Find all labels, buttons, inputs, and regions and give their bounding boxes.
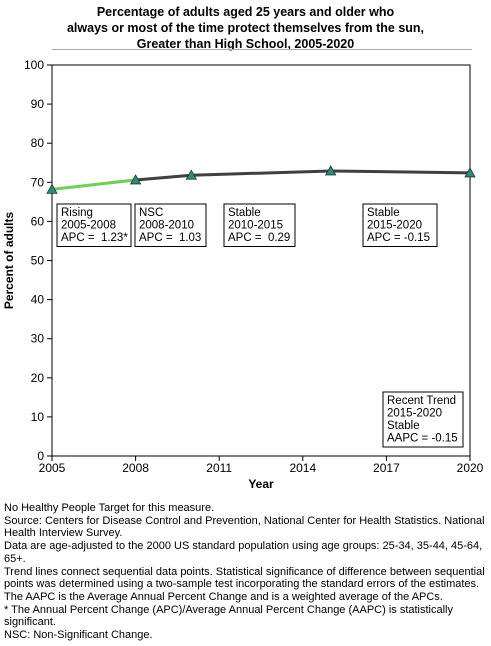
- recent-trend-annotation-line: 2015-2020: [387, 408, 442, 420]
- recent-trend-annotation-line: AAPC = -0.15: [387, 433, 458, 445]
- trend-segment: [189, 169, 333, 177]
- segment-annotation-line: 2005-2008: [61, 220, 116, 232]
- line-chart: 0 10 20 30 40 50 60 70 80 90 100 2005 2008 2011 2014 20…: [2, 58, 484, 491]
- y-tick-label: 80: [31, 136, 45, 150]
- y-tick-label: 40: [31, 293, 45, 307]
- segment-annotation-line: 2010-2015: [228, 220, 283, 232]
- recent-trend-annotation-line: Recent Trend: [387, 395, 456, 407]
- data-point-marker: [324, 165, 337, 176]
- x-tick-label: 2014: [289, 461, 316, 475]
- title-divider: [52, 49, 472, 50]
- x-tick-label: 2008: [122, 461, 149, 475]
- y-tick-label: 70: [31, 175, 45, 189]
- recent-trend-annotation-frame: [382, 391, 464, 448]
- segment-annotation-line: Stable: [367, 207, 400, 219]
- segment-annotation-line: 2015-2020: [367, 220, 422, 232]
- segment-annotation-line: APC = 0.29: [228, 232, 290, 244]
- y-tick-label: 0: [37, 449, 44, 463]
- footnotes: No Healthy People Target for this measur…: [4, 502, 488, 642]
- footnote-significance: * The Annual Percent Change (APC)/Averag…: [4, 603, 454, 629]
- data-point-marker: [46, 183, 58, 194]
- data-point-marker: [185, 169, 198, 180]
- trend-segment: [134, 173, 193, 182]
- x-tick-label: 2011: [206, 461, 232, 475]
- segment-annotation-line: Rising: [61, 207, 93, 219]
- segment-annotation-line: NSC: [139, 207, 163, 219]
- y-axis-label: Percent of adults: [2, 212, 16, 310]
- x-axis-label: Year: [248, 477, 274, 491]
- footnote-aapc: The AAPC is the Average Annual Percent C…: [4, 590, 443, 603]
- trend-segment: [329, 169, 472, 175]
- y-tick-label: 30: [31, 332, 45, 346]
- segment-annotation-line: APC = 1.23*: [61, 232, 128, 244]
- segment-annotation-frame: [223, 203, 296, 247]
- x-tick-label: 2020: [457, 461, 484, 475]
- recent-trend-annotation-line: Stable: [387, 420, 420, 432]
- data-point-marker: [129, 174, 142, 185]
- segment-annotation-line: APC = 1.03: [139, 232, 201, 244]
- footnote-nsc: NSC: Non-Significant Change.: [4, 629, 153, 642]
- chart-title-line-2: always or most of the time protect thems…: [66, 21, 425, 35]
- segment-annotation-line: 2008-2010: [139, 220, 194, 232]
- x-tick-label: 2005: [39, 461, 66, 475]
- y-tick-label: 10: [31, 410, 45, 424]
- footnote-trend-lines: Trend lines connect sequential data poin…: [4, 565, 485, 591]
- y-tick-label: 60: [31, 214, 45, 228]
- footnote-age-adjustment: Data are age-adjusted to the 2000 US sta…: [4, 540, 483, 565]
- chart-title-line-1: Percentage of adults aged 25 years and o…: [96, 5, 395, 19]
- y-tick-label: 90: [31, 97, 45, 111]
- footnote-target: No Healthy People Target for this measur…: [4, 502, 215, 514]
- y-tick-label: 50: [31, 254, 45, 268]
- footnote-source: Source: Centers for Disease Control and …: [4, 514, 485, 540]
- segment-annotation-line: APC = -0.15: [367, 232, 430, 244]
- segment-annotation-frame: [56, 203, 132, 247]
- trend-segment: [50, 178, 138, 191]
- segment-annotation-frame: [362, 203, 438, 247]
- y-tick-label: 100: [24, 58, 44, 72]
- x-tick-label: 2017: [373, 461, 400, 475]
- y-tick-label: 20: [31, 371, 45, 385]
- segment-annotation-line: Stable: [228, 207, 261, 219]
- chart-title: Percentage of adults aged 25 years and o…: [0, 4, 491, 52]
- data-point-marker: [464, 167, 476, 178]
- chart-title-line-3: Greater than High School, 2005-2020: [136, 37, 355, 51]
- segment-annotation-frame: [134, 203, 207, 247]
